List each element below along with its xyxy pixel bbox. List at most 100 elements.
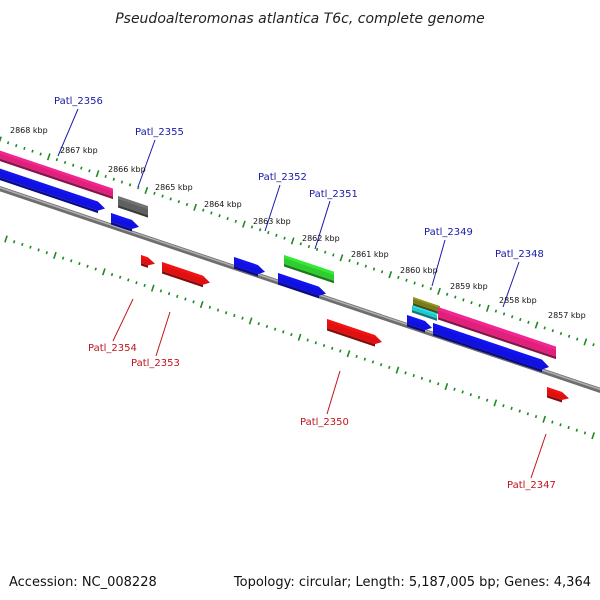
scale-tick <box>421 284 424 288</box>
gene-label-patl-2356[interactable]: Patl_2356 <box>54 96 103 107</box>
scale-tick <box>216 308 220 312</box>
scale-label: 2868 kbp <box>10 126 48 135</box>
cds-feature-highlight <box>433 323 542 364</box>
scale-ticks-lower <box>4 235 595 440</box>
cds-feature-highlight <box>547 387 562 395</box>
scale-label: 2857 kbp <box>548 311 586 320</box>
cds-feature <box>162 262 210 288</box>
scale-tick <box>461 390 464 394</box>
scale-tick <box>248 317 253 325</box>
scale-tick <box>314 341 318 345</box>
scale-tick <box>177 200 181 204</box>
scale-tick <box>101 268 106 276</box>
scale-tick <box>380 270 384 274</box>
scale-tick <box>4 235 8 243</box>
scale-tick <box>575 428 579 432</box>
scale-tick <box>37 248 40 252</box>
label-leader-line <box>137 139 156 188</box>
scale-tick <box>95 170 100 178</box>
gene-label-patl-2354[interactable]: Patl_2354 <box>88 343 137 354</box>
gene-label-patl-2353[interactable]: Patl_2353 <box>131 358 180 369</box>
other-feature-shadow <box>412 310 437 321</box>
gene-label-patl-2355[interactable]: Patl_2355 <box>135 127 184 138</box>
scale-tick <box>202 208 205 212</box>
scale-tick <box>542 415 547 423</box>
scale-label: 2867 kbp <box>60 146 98 155</box>
scale-tick <box>112 177 116 181</box>
scale-tick <box>161 194 164 198</box>
scale-label: 2858 kbp <box>499 296 537 305</box>
scale-label: 2866 kbp <box>108 165 146 174</box>
scale-tick <box>185 202 189 207</box>
scale-tick <box>241 220 246 228</box>
cds-feature-shadow <box>547 395 562 403</box>
cds-feature <box>234 257 265 277</box>
scale-tick <box>218 214 221 218</box>
scale-tick <box>6 141 10 145</box>
gene-feature-shadow <box>0 158 113 200</box>
other-feature-shadow <box>118 205 148 218</box>
scale-tick <box>339 349 342 353</box>
scale-tick <box>332 253 335 257</box>
gene-label-patl-2351[interactable]: Patl_2351 <box>309 189 358 200</box>
scale-tick <box>404 371 407 375</box>
label-leader-line <box>57 108 79 157</box>
cds-feature-shadow <box>141 263 148 268</box>
scale-tick <box>592 343 595 347</box>
scale-tick <box>46 153 51 161</box>
cds-feature-shadow <box>111 222 132 232</box>
scale-tick <box>153 191 156 195</box>
cds-feature <box>111 213 139 232</box>
scale-tick <box>444 382 449 391</box>
scale-tick <box>371 360 375 364</box>
scale-tick <box>29 245 32 249</box>
scale-tick <box>502 404 505 408</box>
cds-feature-shadow <box>433 333 542 373</box>
scale-tick <box>306 338 309 342</box>
scale-tick <box>144 186 149 195</box>
scale-tick <box>282 330 285 334</box>
scale-tick <box>94 267 97 271</box>
cds-feature <box>141 255 155 268</box>
gene-label-patl-2349[interactable]: Patl_2349 <box>424 227 473 238</box>
scale-tick <box>12 240 16 244</box>
feature-track <box>0 150 569 403</box>
scale-ticks-upper <box>0 136 595 347</box>
gene-label-patl-2350[interactable]: Patl_2350 <box>300 417 349 428</box>
gene-label-patl-2348[interactable]: Patl_2348 <box>495 249 544 260</box>
scale-tick <box>192 300 195 304</box>
scale-tick <box>273 327 277 331</box>
scale-tick <box>583 338 588 346</box>
cds-feature-highlight <box>278 273 319 290</box>
cds-feature-highlight <box>234 257 258 269</box>
gene-label-patl-2352[interactable]: Patl_2352 <box>258 172 307 183</box>
scale-tick <box>397 275 400 280</box>
scale-tick <box>559 423 562 427</box>
scale-tick <box>224 311 228 315</box>
scale-tick <box>412 374 415 378</box>
gene-feature <box>0 150 113 200</box>
scale-tick <box>127 278 130 282</box>
other-feature <box>284 255 334 284</box>
other-feature-highlight <box>118 196 148 210</box>
scale-tick <box>436 382 440 386</box>
scale-tick <box>193 203 198 211</box>
scale-tick <box>71 163 75 167</box>
scale-tick <box>510 315 514 319</box>
scale-tick <box>199 300 204 309</box>
scale-tick <box>372 267 376 271</box>
scale-tick <box>485 398 489 402</box>
scale-tick <box>494 309 498 313</box>
scale-tick <box>330 346 334 350</box>
scale-tick <box>323 250 327 254</box>
gene-feature-highlight <box>0 150 113 192</box>
scale-tick <box>470 301 473 305</box>
scale-tick <box>469 393 473 397</box>
gene-label-patl-2347[interactable]: Patl_2347 <box>507 480 556 491</box>
cds-feature-shadow <box>278 282 319 299</box>
scale-tick <box>388 365 391 369</box>
scale-tick <box>478 303 481 308</box>
scale-tick <box>70 259 73 263</box>
scale-tick <box>567 425 570 430</box>
scale-tick <box>485 304 490 312</box>
